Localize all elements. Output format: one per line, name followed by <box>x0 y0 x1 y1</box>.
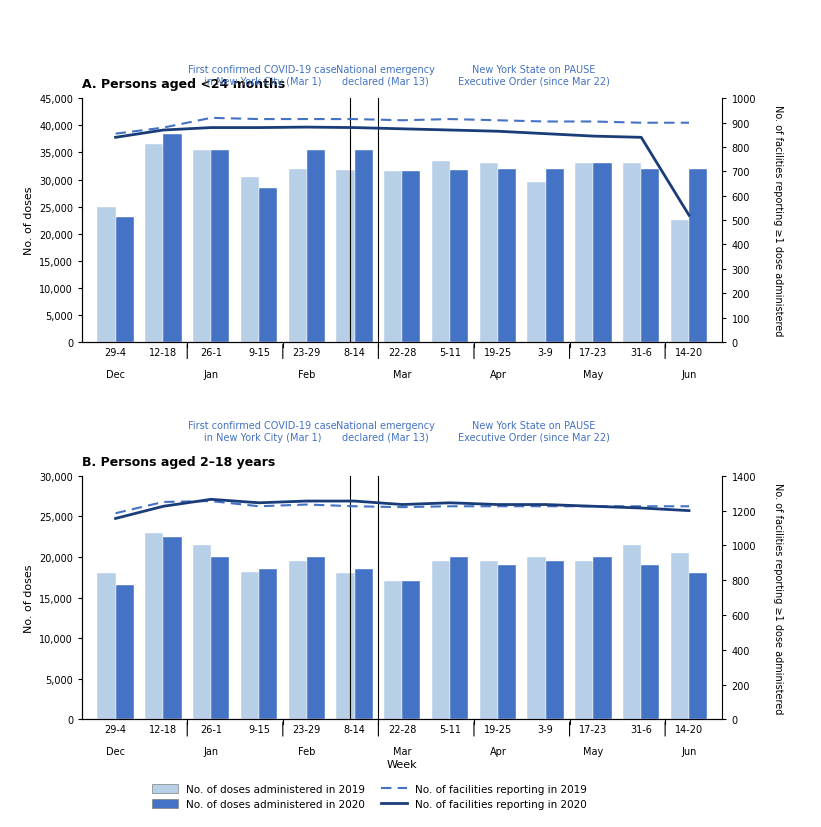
Text: First confirmed COVID-19 case
in New York City (Mar 1): First confirmed COVID-19 case in New Yor… <box>188 65 337 87</box>
Bar <box>546 170 564 342</box>
Bar <box>576 562 594 719</box>
Text: National emergency
declared (Mar 13): National emergency declared (Mar 13) <box>337 65 435 87</box>
Text: A. Persons aged <24 months: A. Persons aged <24 months <box>82 79 286 91</box>
Bar <box>307 151 325 342</box>
Bar <box>528 557 546 719</box>
Bar <box>671 553 689 719</box>
Bar <box>116 218 134 342</box>
Bar <box>479 164 498 342</box>
Bar <box>193 545 211 719</box>
Bar <box>594 557 612 719</box>
Bar <box>479 562 498 719</box>
Bar <box>528 183 546 342</box>
Text: May: May <box>584 369 603 380</box>
Bar <box>355 570 373 719</box>
Bar <box>163 134 181 342</box>
Y-axis label: No. of facilities reporting ≥1 dose administered: No. of facilities reporting ≥1 dose admi… <box>773 482 782 714</box>
Bar <box>211 151 229 342</box>
Text: Dec: Dec <box>106 746 125 756</box>
Text: Mar: Mar <box>393 746 411 756</box>
Bar <box>402 172 420 342</box>
Bar <box>259 189 277 342</box>
Text: New York State on PAUSE
Executive Order (since Mar 22): New York State on PAUSE Executive Order … <box>458 65 609 87</box>
Text: Jan: Jan <box>204 369 218 380</box>
Bar <box>641 170 659 342</box>
Text: B. Persons aged 2–18 years: B. Persons aged 2–18 years <box>82 455 275 468</box>
Bar <box>623 164 641 342</box>
Bar <box>594 164 612 342</box>
Text: First confirmed COVID-19 case
in New York City (Mar 1): First confirmed COVID-19 case in New Yor… <box>188 421 337 442</box>
X-axis label: Week: Week <box>387 759 418 769</box>
Text: May: May <box>584 746 603 756</box>
Y-axis label: No. of doses: No. of doses <box>24 564 34 632</box>
Bar <box>193 151 211 342</box>
Bar <box>337 574 355 719</box>
Text: Mar: Mar <box>393 369 411 380</box>
Bar <box>450 170 468 342</box>
Bar <box>211 557 229 719</box>
Bar <box>689 574 707 719</box>
Bar <box>288 170 307 342</box>
Bar <box>259 570 277 719</box>
Bar <box>450 557 468 719</box>
Bar <box>288 562 307 719</box>
Bar <box>432 562 450 719</box>
Text: Apr: Apr <box>489 746 507 756</box>
Bar <box>384 172 402 342</box>
Bar <box>402 581 420 719</box>
Bar <box>623 545 641 719</box>
Bar <box>432 161 450 342</box>
Text: Feb: Feb <box>298 746 315 756</box>
Bar <box>576 164 594 342</box>
Y-axis label: No. of facilities reporting ≥1 dose administered: No. of facilities reporting ≥1 dose admi… <box>773 105 782 337</box>
Bar <box>355 151 373 342</box>
Bar <box>98 574 116 719</box>
Y-axis label: No. of doses: No. of doses <box>24 187 34 255</box>
Bar <box>307 557 325 719</box>
Bar <box>384 581 402 719</box>
Bar <box>145 533 163 719</box>
Bar <box>671 221 689 342</box>
Bar <box>145 146 163 342</box>
Bar <box>163 537 181 719</box>
Text: Dec: Dec <box>106 369 125 380</box>
Text: Jun: Jun <box>681 369 697 380</box>
Text: New York State on PAUSE
Executive Order (since Mar 22): New York State on PAUSE Executive Order … <box>458 421 609 442</box>
Text: Apr: Apr <box>489 369 507 380</box>
Text: National emergency
declared (Mar 13): National emergency declared (Mar 13) <box>337 421 435 442</box>
Bar <box>98 208 116 342</box>
Bar <box>498 566 516 719</box>
Bar <box>337 170 355 342</box>
Bar <box>498 170 516 342</box>
Bar <box>116 586 134 719</box>
Bar <box>641 566 659 719</box>
Text: Jun: Jun <box>681 746 697 756</box>
Bar <box>546 562 564 719</box>
Bar <box>241 178 259 342</box>
Bar <box>689 170 707 342</box>
Text: Jan: Jan <box>204 746 218 756</box>
Text: Feb: Feb <box>298 369 315 380</box>
Legend: No. of doses administered in 2019, No. of doses administered in 2020, No. of fac: No. of doses administered in 2019, No. o… <box>148 780 591 814</box>
Bar <box>241 572 259 719</box>
